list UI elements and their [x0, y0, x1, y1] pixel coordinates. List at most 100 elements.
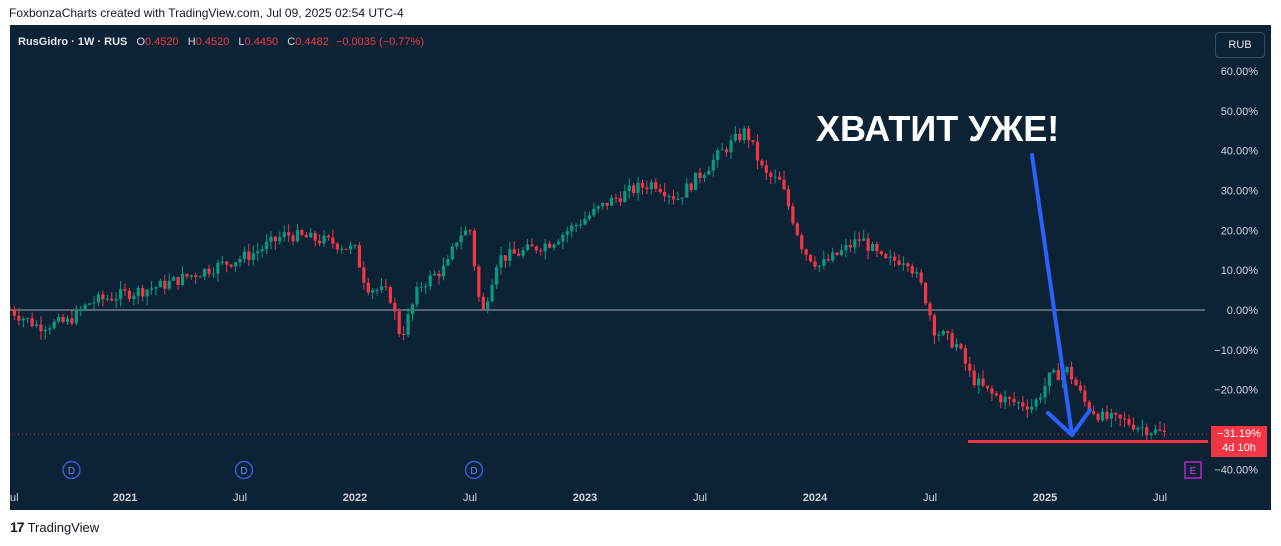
candle-body[interactable]	[760, 160, 764, 166]
candle-body[interactable]	[548, 243, 552, 248]
candle-body[interactable]	[83, 304, 87, 310]
candle-body[interactable]	[375, 289, 379, 291]
candle-body[interactable]	[950, 332, 954, 348]
candle-body[interactable]	[65, 318, 70, 322]
candle-body[interactable]	[831, 252, 835, 261]
candle-body[interactable]	[88, 303, 92, 305]
candle-body[interactable]	[154, 287, 158, 289]
candle-body[interactable]	[1083, 390, 1087, 402]
candle-body[interactable]	[477, 266, 481, 297]
candle-body[interactable]	[640, 182, 645, 188]
candle-body[interactable]	[596, 206, 600, 209]
candle-body[interactable]	[574, 224, 578, 226]
candle-body[interactable]	[879, 251, 883, 255]
candle-body[interactable]	[61, 316, 65, 322]
symbol-label[interactable]: RusGidro · 1W · RUS	[18, 36, 128, 48]
candle-body[interactable]	[778, 176, 782, 180]
candle-body[interactable]	[1114, 412, 1118, 415]
candle-body[interactable]	[141, 287, 145, 297]
candle-body[interactable]	[658, 188, 662, 192]
candle-body[interactable]	[910, 266, 914, 274]
candle-body[interactable]	[928, 303, 932, 316]
candle-body[interactable]	[959, 344, 963, 349]
candle-body[interactable]	[92, 302, 96, 304]
candle-body[interactable]	[269, 236, 273, 242]
candle-body[interactable]	[494, 267, 499, 285]
candle-body[interactable]	[105, 298, 109, 300]
candle-body[interactable]	[817, 265, 822, 267]
candle-body[interactable]	[167, 280, 171, 289]
candle-body[interactable]	[800, 235, 804, 250]
candle-body[interactable]	[512, 249, 516, 254]
candle-body[interactable]	[623, 191, 627, 203]
candle-body[interactable]	[614, 197, 618, 199]
candle-body[interactable]	[539, 250, 543, 252]
candle-body[interactable]	[618, 198, 622, 203]
candle-body[interactable]	[1030, 406, 1034, 410]
candle-body[interactable]	[251, 253, 255, 260]
candle-body[interactable]	[1123, 418, 1127, 420]
candle-body[interactable]	[888, 256, 892, 259]
candle-body[interactable]	[70, 318, 74, 324]
candle-body[interactable]	[543, 243, 547, 252]
candle-body[interactable]	[17, 315, 21, 321]
candle-body[interactable]	[348, 245, 353, 250]
candle-body[interactable]	[530, 244, 534, 247]
candle-body[interactable]	[1025, 406, 1029, 410]
candle-body[interactable]	[220, 261, 224, 263]
candle-body[interactable]	[176, 276, 180, 285]
candle-body[interactable]	[1074, 379, 1078, 386]
candle-body[interactable]	[870, 244, 875, 251]
candle-body[interactable]	[977, 378, 981, 386]
candle-body[interactable]	[915, 272, 919, 274]
candle-body[interactable]	[804, 249, 808, 255]
candle-body[interactable]	[486, 301, 490, 310]
candle-body[interactable]	[1145, 427, 1149, 436]
candle-body[interactable]	[110, 298, 114, 301]
candle-body[interactable]	[446, 259, 450, 266]
candle-body[interactable]	[1038, 397, 1043, 400]
dividend-marker-icon[interactable]	[464, 460, 484, 480]
candle-body[interactable]	[751, 140, 755, 142]
candle-body[interactable]	[1065, 366, 1069, 373]
candle-body[interactable]	[556, 241, 561, 245]
candle-body[interactable]	[353, 245, 357, 247]
candle-body[interactable]	[10, 310, 12, 311]
candle-body[interactable]	[238, 258, 242, 263]
candle-body[interactable]	[1056, 369, 1060, 381]
candle-body[interactable]	[225, 261, 229, 265]
candle-body[interactable]	[282, 232, 286, 238]
candle-body[interactable]	[1003, 396, 1007, 403]
candle-body[interactable]	[163, 280, 167, 289]
candle-body[interactable]	[954, 344, 959, 348]
candle-body[interactable]	[932, 315, 937, 336]
candle-body[interactable]	[963, 348, 967, 364]
dividend-marker-icon[interactable]	[234, 460, 254, 480]
candle-body[interactable]	[43, 329, 47, 332]
candle-body[interactable]	[1109, 412, 1113, 419]
candle-body[interactable]	[755, 141, 760, 161]
candle-body[interactable]	[866, 238, 870, 251]
candle-body[interactable]	[1149, 433, 1153, 436]
candle-body[interactable]	[1078, 385, 1082, 391]
candle-body[interactable]	[194, 275, 198, 277]
candle-body[interactable]	[132, 295, 136, 300]
candle-body[interactable]	[769, 172, 773, 177]
candle-body[interactable]	[773, 176, 777, 178]
candle-body[interactable]	[450, 246, 454, 260]
candle-body[interactable]	[114, 299, 118, 301]
candle-body[interactable]	[1096, 414, 1100, 421]
candle-body[interactable]	[189, 275, 193, 277]
candle-body[interactable]	[791, 206, 795, 224]
candle-body[interactable]	[207, 268, 211, 274]
candle-body[interactable]	[1131, 424, 1136, 430]
candle-body[interactable]	[344, 248, 348, 250]
candle-body[interactable]	[397, 311, 401, 335]
candle-body[interactable]	[685, 183, 689, 198]
candle-body[interactable]	[813, 261, 817, 267]
candle-body[interactable]	[521, 250, 525, 256]
candle-body[interactable]	[605, 202, 609, 206]
candle-body[interactable]	[707, 170, 711, 175]
candle-body[interactable]	[39, 324, 43, 332]
candle-body[interactable]	[256, 251, 260, 254]
